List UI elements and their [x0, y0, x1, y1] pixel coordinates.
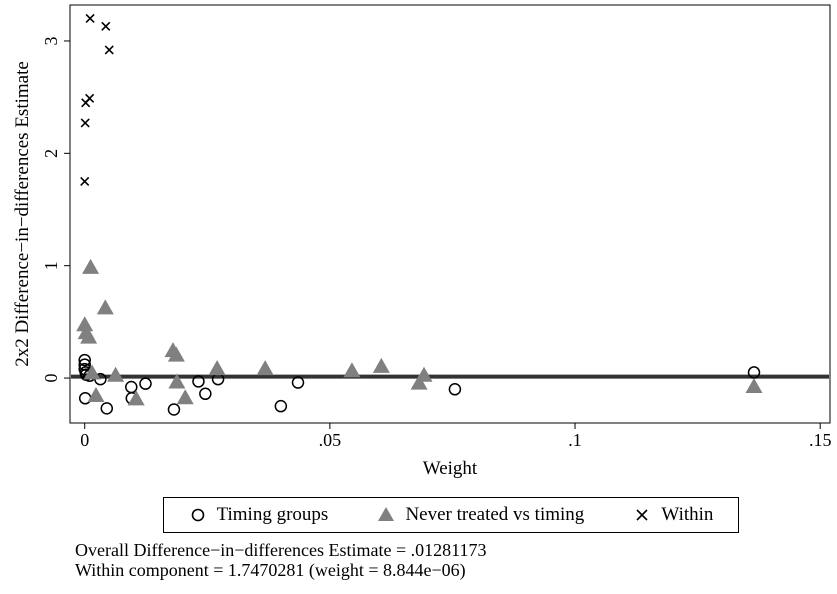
point-never-treated	[127, 390, 145, 406]
y-axis: 0 1 2 3	[41, 36, 70, 383]
point-timing-groups	[274, 399, 288, 413]
point-never-treated	[410, 374, 428, 390]
legend-item-within: Within	[633, 504, 713, 526]
y-tick-label: 1	[41, 261, 61, 270]
point-timing-groups	[167, 403, 181, 416]
point-never-treated	[343, 362, 361, 378]
y-tick-label: 2	[41, 149, 61, 158]
legend-item-timing-groups: Timing groups	[189, 504, 329, 526]
point-never-treated	[80, 328, 98, 344]
x-marker-icon	[636, 509, 648, 521]
point-timing-groups	[100, 402, 114, 415]
point-within	[80, 118, 90, 128]
legend-label: Timing groups	[216, 504, 329, 525]
point-never-treated	[82, 258, 100, 274]
x-tick-label: 0	[80, 430, 89, 450]
y-tick-label: 0	[41, 374, 61, 383]
point-timing-groups	[291, 376, 305, 389]
point-never-treated	[256, 360, 274, 376]
point-never-treated	[372, 357, 390, 373]
x-tick-label: .15	[809, 430, 832, 450]
circle-marker-icon	[191, 508, 204, 522]
point-never-treated	[87, 387, 105, 403]
point-within	[101, 21, 111, 31]
point-within	[85, 13, 95, 24]
triangle-marker-icon	[378, 507, 395, 521]
point-timing-groups	[199, 387, 212, 401]
point-timing-groups	[192, 375, 205, 388]
x-axis-label: Weight	[423, 458, 478, 479]
point-never-treated	[745, 378, 763, 394]
within-component-note: Within component = 1.7470281 (weight = 8…	[75, 560, 466, 580]
point-never-treated	[167, 346, 185, 362]
chart-notes: Overall Difference−in−differences Estima…	[75, 540, 486, 580]
y-tick-label: 3	[41, 36, 61, 45]
x-tick-label: .05	[319, 430, 342, 450]
legend-label: Within	[661, 504, 714, 525]
x-tick-label: .1	[568, 430, 582, 450]
overall-estimate-note: Overall Difference−in−differences Estima…	[75, 540, 487, 560]
point-never-treated	[107, 366, 125, 382]
y-axis-label: 2x2 Difference−in−differences Estimate	[12, 61, 33, 367]
point-never-treated	[415, 366, 433, 382]
point-within	[104, 45, 114, 55]
point-timing-groups	[448, 383, 462, 396]
point-timing-groups	[747, 366, 761, 379]
point-timing-groups	[78, 353, 91, 367]
point-never-treated	[176, 389, 194, 405]
point-never-treated	[96, 299, 114, 315]
legend-label: Never treated vs timing	[405, 504, 585, 525]
point-never-treated	[208, 360, 226, 376]
point-timing-groups	[139, 377, 152, 390]
x-axis: 0 .05 .1 .15	[80, 423, 831, 450]
plot-area	[69, 4, 831, 424]
point-never-treated	[83, 364, 101, 380]
point-never-treated	[168, 373, 186, 389]
point-within	[85, 93, 95, 103]
data-points	[76, 13, 763, 416]
legend: Timing groups Never treated vs timing Wi…	[163, 497, 739, 533]
point-never-treated	[76, 316, 94, 332]
point-within	[80, 176, 90, 186]
legend-item-never-treated: Never treated vs timing	[377, 504, 584, 526]
